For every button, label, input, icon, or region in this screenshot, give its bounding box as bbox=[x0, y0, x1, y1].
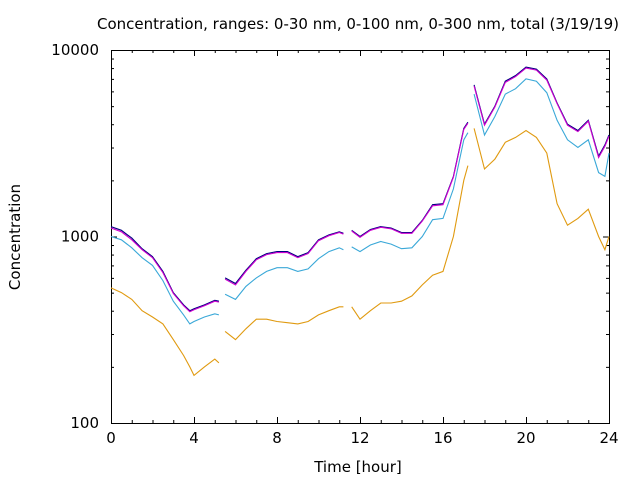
axis-ticks bbox=[111, 50, 610, 424]
x-tick-label: 8 bbox=[272, 429, 282, 447]
y-tick-label: 1000 bbox=[61, 228, 99, 246]
x-tick-label: 4 bbox=[189, 429, 199, 447]
x-tick-labels: 0 4 8 12 16 20 24 bbox=[106, 429, 618, 447]
y-tick-label: 10000 bbox=[51, 41, 99, 59]
y-tick-label: 100 bbox=[70, 414, 99, 432]
chart-title: Concentration, ranges: 0-30 nm, 0-100 nm… bbox=[97, 15, 619, 33]
x-tick-label: 12 bbox=[350, 429, 369, 447]
x-tick-label: 20 bbox=[516, 429, 535, 447]
x-tick-label: 24 bbox=[599, 429, 618, 447]
y-axis-label: Concentration bbox=[6, 184, 24, 290]
x-tick-label: 16 bbox=[433, 429, 452, 447]
series-group bbox=[110, 66, 610, 377]
x-tick-label: 0 bbox=[106, 429, 116, 447]
y-tick-labels: 100 1000 10000 bbox=[51, 41, 99, 432]
series-line bbox=[110, 128, 610, 377]
series-line bbox=[110, 67, 610, 313]
x-axis-label: Time [hour] bbox=[313, 458, 402, 476]
series-line bbox=[110, 66, 610, 312]
series-line bbox=[110, 78, 610, 325]
